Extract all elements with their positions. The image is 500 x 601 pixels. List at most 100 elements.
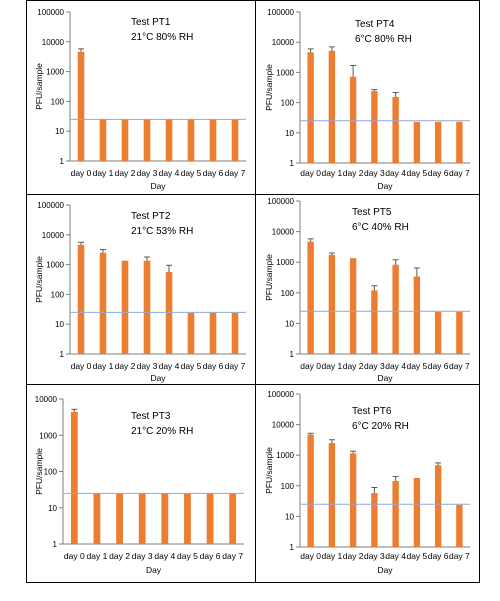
x-tick-label: day 7 [449, 168, 470, 178]
y-axis-title: PFU/sample [34, 256, 44, 303]
x-tick-label: day 5 [181, 361, 202, 371]
bar [209, 119, 217, 161]
bar [231, 119, 239, 161]
bar [434, 465, 442, 547]
x-tick-label: day 0 [71, 168, 92, 178]
chart-subtitle: 21°C 20% RH [131, 426, 193, 437]
y-tick-label: 10000 [272, 421, 295, 430]
y-tick-label: 10 [285, 512, 294, 521]
y-tick-label: 10 [55, 320, 64, 329]
x-tick-label: day 3 [364, 551, 385, 561]
bar [328, 254, 336, 354]
y-tick-label: 10000 [272, 228, 295, 237]
bar [413, 477, 421, 547]
chart-subtitle: 21°C 80% RH [131, 32, 193, 43]
x-tick-label: day 1 [321, 168, 342, 178]
x-tick-label: day 1 [87, 551, 108, 561]
bar [349, 76, 357, 163]
chart-title: Test PT5 [352, 207, 392, 218]
y-tick-label: 10000 [272, 38, 295, 47]
y-tick-label: 100000 [267, 197, 294, 206]
bar [371, 290, 378, 354]
x-tick-label: day 6 [203, 361, 224, 371]
x-tick-label: day 6 [203, 168, 224, 178]
bar [70, 411, 78, 544]
y-tick-label: 10 [48, 504, 57, 513]
x-tick-label: day 5 [177, 551, 198, 561]
bar [307, 434, 314, 547]
x-tick-label: day 2 [343, 551, 364, 561]
bar [349, 258, 357, 354]
x-tick-label: day 4 [385, 551, 406, 561]
bar [206, 493, 214, 544]
bar [187, 119, 195, 161]
x-axis-title: Day [377, 565, 393, 575]
y-tick-label: 10 [55, 127, 64, 136]
x-tick-label: day 2 [343, 168, 364, 178]
bar [392, 480, 399, 547]
y-tick-label: 100 [281, 482, 295, 491]
x-tick-label: day 1 [93, 361, 114, 371]
chart-title: Test PT3 [131, 411, 171, 422]
x-tick-label: day 2 [343, 361, 364, 371]
x-tick-label: day 0 [300, 168, 321, 178]
x-tick-label: day 5 [406, 361, 427, 371]
x-tick-label: day 0 [71, 361, 92, 371]
bar [307, 241, 314, 354]
x-tick-label: day 6 [428, 168, 449, 178]
chart-subtitle: 21°C 53% RH [131, 226, 193, 237]
x-axis-title: Day [150, 181, 166, 191]
bar [121, 260, 129, 354]
bar [93, 493, 101, 544]
x-tick-label: day 4 [159, 168, 180, 178]
x-tick-label: day 6 [428, 551, 449, 561]
x-tick-label: day 5 [181, 168, 202, 178]
bar [231, 312, 239, 354]
x-tick-label: day 0 [300, 361, 321, 371]
y-tick-label: 1 [290, 543, 295, 552]
x-axis-title: Day [146, 565, 162, 575]
chart-title: Test PT1 [131, 17, 171, 28]
bar [413, 276, 421, 354]
x-tick-label: day 4 [159, 361, 180, 371]
y-axis-title: PFU/sample [264, 64, 274, 111]
bar [165, 272, 173, 354]
bar [456, 121, 463, 163]
y-tick-label: 1000 [276, 258, 294, 267]
bar [229, 493, 237, 544]
x-tick-label: day 1 [93, 168, 114, 178]
bar [392, 264, 399, 354]
bar [434, 311, 442, 354]
bar [165, 119, 173, 161]
bar [99, 119, 107, 161]
x-tick-label: day 3 [132, 551, 153, 561]
y-tick-label: 10000 [42, 38, 65, 47]
x-tick-label: day 3 [364, 168, 385, 178]
y-axis-title: PFU/sample [34, 448, 44, 495]
bar [307, 52, 314, 163]
y-tick-label: 10000 [35, 395, 58, 404]
x-tick-label: day 4 [385, 168, 406, 178]
chart-subtitle: 6°C 40% RH [352, 222, 409, 233]
bar [99, 252, 107, 354]
y-tick-label: 1000 [276, 451, 294, 460]
chart-title: Test PT2 [131, 211, 171, 222]
x-tick-label: day 2 [115, 168, 136, 178]
x-tick-label: day 7 [225, 168, 246, 178]
bar [349, 453, 357, 547]
x-tick-label: day 4 [385, 361, 406, 371]
x-tick-label: day 7 [449, 361, 470, 371]
y-tick-label: 1000 [39, 431, 57, 440]
y-tick-label: 100 [51, 97, 65, 106]
y-tick-label: 1 [60, 350, 65, 359]
x-tick-label: day 7 [449, 551, 470, 561]
x-tick-label: day 5 [406, 551, 427, 561]
y-tick-label: 1000 [46, 68, 64, 77]
y-tick-label: 1 [60, 157, 65, 166]
y-tick-label: 100000 [267, 8, 294, 17]
x-tick-label: day 1 [321, 361, 342, 371]
